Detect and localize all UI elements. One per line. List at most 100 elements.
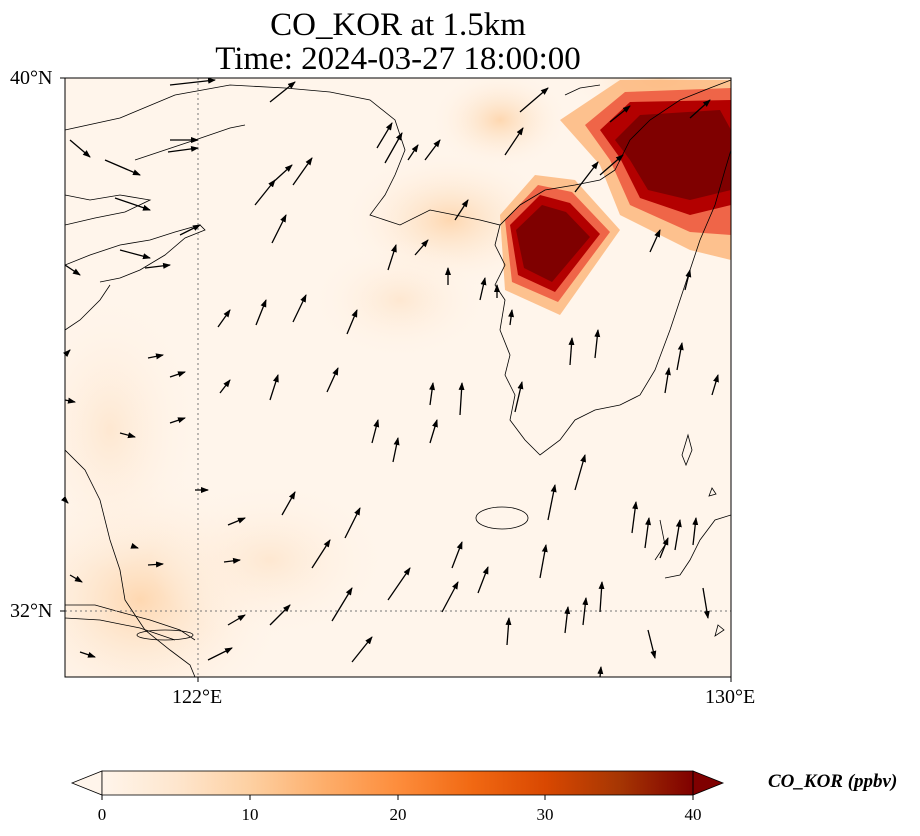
wind-arrow bbox=[269, 164, 293, 186]
wind-arrow bbox=[568, 337, 575, 366]
wind-arrow bbox=[684, 269, 692, 291]
wind-arrow bbox=[664, 367, 671, 394]
wind-arrow bbox=[582, 597, 589, 626]
wind-arrow bbox=[255, 299, 267, 326]
lon-label-122e: 122°E bbox=[172, 686, 223, 708]
wind-arrow bbox=[429, 419, 438, 444]
wind-arrow bbox=[79, 651, 96, 658]
wind-arrow bbox=[269, 604, 291, 626]
wind-arrow bbox=[104, 159, 141, 176]
wind-arrow bbox=[271, 214, 287, 244]
wind-arrow bbox=[644, 517, 652, 549]
wind-arrow bbox=[179, 224, 201, 236]
wind-arrow bbox=[519, 87, 549, 113]
wind-arrow bbox=[169, 371, 186, 378]
wind-arrow bbox=[223, 557, 241, 564]
wind-arrow bbox=[376, 122, 393, 149]
wind-arrow bbox=[659, 537, 669, 559]
wind-arrow bbox=[281, 491, 296, 516]
wind-arrow bbox=[647, 629, 657, 659]
wind-arrow bbox=[574, 454, 586, 491]
wind-arrow bbox=[451, 541, 463, 569]
wind-arrow bbox=[147, 561, 164, 568]
wind-arrow bbox=[69, 139, 91, 158]
wind-arrow bbox=[292, 157, 313, 186]
wind-arrow bbox=[269, 81, 296, 103]
wind-arrow bbox=[458, 382, 465, 416]
wind-arrow bbox=[387, 567, 411, 601]
wind-arrow bbox=[62, 349, 71, 358]
wind-arrow bbox=[407, 144, 419, 161]
wind-arrow bbox=[219, 379, 231, 394]
wind-arrow bbox=[64, 397, 76, 404]
wind-arrow bbox=[479, 277, 487, 301]
wind-arrow bbox=[326, 367, 339, 393]
wind-arrow bbox=[384, 132, 403, 164]
wind-arrow bbox=[227, 517, 246, 526]
wind-arrow bbox=[64, 264, 81, 276]
lat-label-40n: 40°N bbox=[10, 67, 53, 89]
map-subtitle: Time: 2024-03-27 18:00:00 bbox=[215, 41, 581, 77]
wind-arrow bbox=[311, 539, 331, 569]
wind-arrow bbox=[508, 309, 515, 326]
wind-arrow bbox=[504, 127, 524, 156]
wind-arrow bbox=[346, 309, 358, 335]
colorbar-tick-20: 20 bbox=[389, 805, 407, 824]
colorbar-tick-10: 10 bbox=[241, 805, 259, 824]
wind-arrow bbox=[169, 417, 186, 424]
wind-arrow bbox=[598, 581, 605, 613]
lon-label-130e: 130°E bbox=[705, 686, 756, 708]
colorbar-min-extend bbox=[70, 770, 103, 796]
wind-arrow bbox=[217, 309, 231, 328]
wind-arrow bbox=[292, 294, 307, 323]
colorbar-label: CO_KOR (ppbv) bbox=[768, 771, 898, 792]
wind-arrow bbox=[692, 517, 699, 546]
wind-arrow bbox=[144, 262, 171, 269]
lat-label-32n: 32°N bbox=[10, 600, 53, 622]
wind-arrow bbox=[119, 432, 136, 439]
wind-arrow bbox=[594, 329, 601, 359]
wind-arrow bbox=[414, 239, 429, 256]
wind-arrow bbox=[454, 199, 469, 221]
wind-arrow bbox=[169, 77, 216, 86]
wind-arrow bbox=[331, 587, 353, 622]
wind-arrow bbox=[114, 197, 151, 211]
wind-arrow bbox=[564, 606, 571, 634]
concentration-field bbox=[65, 78, 731, 677]
wind-arrow bbox=[119, 249, 151, 260]
colorbar-gradient bbox=[102, 771, 693, 795]
wind-arrow bbox=[147, 353, 164, 360]
wind-arrow bbox=[609, 105, 631, 123]
wind-arrow bbox=[574, 161, 599, 193]
wind-arrow bbox=[631, 501, 639, 534]
wind-arrow bbox=[429, 382, 436, 406]
wind-arrow bbox=[649, 229, 661, 253]
colorbar-max-extend bbox=[692, 770, 725, 796]
wind-arrow bbox=[130, 542, 139, 549]
wind-arrow bbox=[227, 614, 246, 626]
wind-arrow bbox=[539, 544, 548, 579]
wind-arrow bbox=[441, 581, 459, 613]
wind-arrow bbox=[207, 647, 233, 661]
colorbar-tick-40: 40 bbox=[684, 805, 702, 824]
wind-arrow bbox=[351, 636, 373, 663]
plume-west bbox=[500, 175, 620, 315]
wind-arrow bbox=[674, 519, 682, 551]
wind-arrow bbox=[477, 566, 489, 594]
wind-arrow bbox=[269, 374, 279, 401]
wind-arrow bbox=[597, 666, 604, 678]
wind-arrow bbox=[599, 154, 624, 176]
gridlines bbox=[65, 78, 731, 677]
wind-arrow bbox=[711, 374, 719, 396]
wind-arrow bbox=[702, 587, 710, 619]
wind-vectors bbox=[60, 77, 719, 678]
colorbar-tick-30: 30 bbox=[536, 805, 554, 824]
coastlines bbox=[65, 79, 731, 677]
wind-arrow bbox=[514, 381, 524, 413]
wind-arrow bbox=[505, 617, 512, 646]
colorbar-tick-0: 0 bbox=[97, 805, 107, 824]
wind-arrow bbox=[689, 99, 711, 119]
wind-arrow bbox=[344, 507, 361, 539]
